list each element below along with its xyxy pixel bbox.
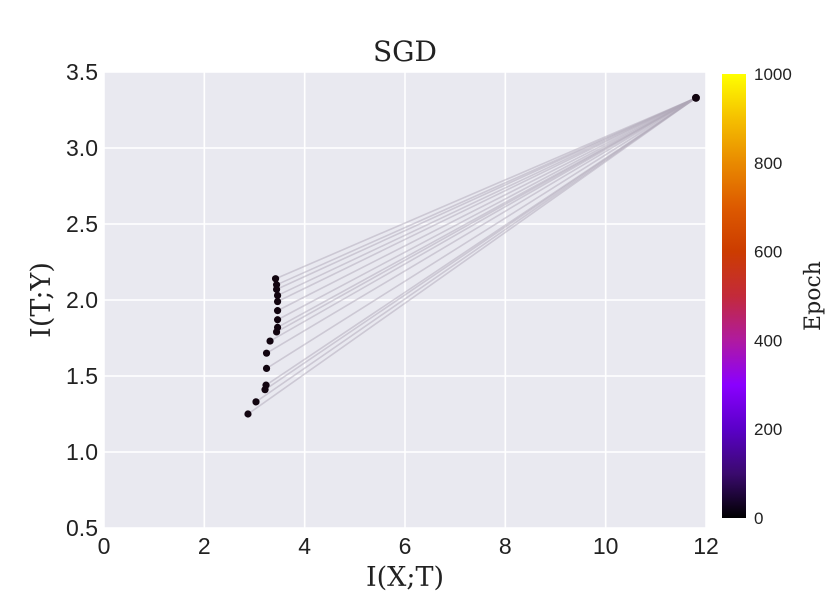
colorbar-tick-label: 400 (754, 331, 782, 350)
data-point (266, 337, 274, 345)
colorbar-tick-label: 200 (754, 420, 782, 439)
x-tick-label: 0 (98, 533, 111, 559)
x-tick-label: 4 (298, 533, 311, 559)
y-tick-label: 1.0 (66, 439, 98, 465)
x-tick-label: 10 (593, 533, 619, 559)
connecting-line (266, 97, 697, 354)
y-tick-label: 3.5 (66, 59, 98, 85)
data-point (262, 364, 271, 372)
colorbar-tick-label: 0 (754, 509, 763, 528)
x-tick-label: 2 (198, 533, 211, 559)
colorbar-tick-label: 1000 (754, 65, 792, 84)
data-point (273, 316, 282, 324)
y-tick-label: 0.5 (66, 515, 98, 541)
connecting-line (277, 97, 697, 312)
scatter-points (244, 93, 700, 418)
anchor-point (691, 93, 700, 102)
x-tick-label: 6 (399, 533, 412, 559)
grid-lines (103, 71, 707, 529)
data-point (272, 285, 281, 293)
connecting-line (277, 97, 697, 321)
colorbar (722, 74, 746, 518)
connecting-line (255, 97, 697, 403)
y-tick-label: 2.5 (66, 211, 98, 237)
data-point (273, 291, 282, 300)
y-tick-label: 1.5 (66, 363, 98, 389)
x-tick-label: 12 (693, 533, 719, 559)
data-point (252, 398, 260, 406)
data-point (273, 307, 282, 315)
colorbar-label: Epoch (801, 261, 826, 331)
connecting-line (277, 97, 697, 297)
x-axis-ticks: 0 2 4 6 8 10 12 (98, 533, 719, 559)
colorbar-tick-label: 600 (754, 243, 782, 262)
connecting-line (266, 97, 697, 370)
data-point (261, 386, 269, 394)
colorbar-tick-label: 800 (754, 154, 782, 173)
connecting-line (277, 97, 697, 303)
y-axis-label: I(T;Y) (26, 262, 57, 338)
connecting-line (275, 97, 697, 280)
x-axis-label: I(X;T) (366, 562, 444, 593)
data-point (244, 410, 252, 418)
connecting-line (269, 97, 697, 342)
y-tick-label: 3.0 (66, 135, 98, 161)
connecting-line (276, 97, 697, 291)
colorbar-ticks: 0 200 400 600 800 1000 (754, 65, 792, 528)
connecting-line (247, 97, 697, 415)
x-tick-label: 8 (499, 533, 512, 559)
data-point (272, 328, 281, 336)
data-point (273, 297, 282, 306)
data-point (262, 349, 271, 357)
connecting-lines (247, 97, 697, 415)
y-tick-label: 2.0 (66, 287, 98, 313)
y-axis-ticks: 0.5 1.0 1.5 2.0 2.5 3.0 3.5 (66, 59, 98, 541)
chart-title: SGD (373, 35, 437, 68)
data-point (271, 275, 280, 283)
connecting-line (264, 97, 697, 391)
